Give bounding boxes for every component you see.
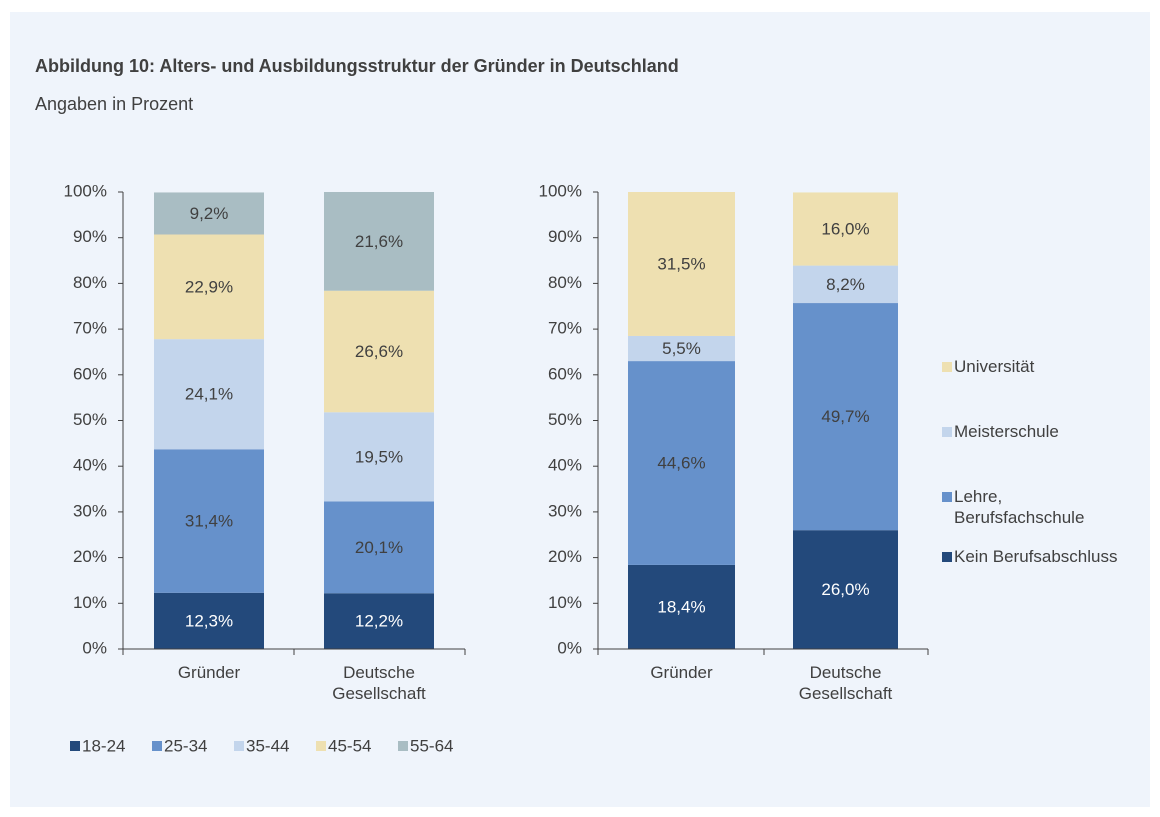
x-tick-label: Gründer <box>650 663 713 682</box>
bar-segment <box>154 234 264 340</box>
y-tick-label: 90% <box>73 227 107 246</box>
y-tick-label: 50% <box>548 410 582 429</box>
data-label: 26,0% <box>821 580 869 599</box>
legend-label: Meisterschule <box>954 422 1059 441</box>
bar-segment <box>324 412 434 502</box>
y-tick-label: 50% <box>73 410 107 429</box>
chart-title: Abbildung 10: Alters- und Ausbildungsstr… <box>35 56 679 76</box>
y-tick-label: 0% <box>557 638 582 657</box>
legend-label: 35-44 <box>246 736 289 755</box>
y-tick-label: 100% <box>64 181 107 200</box>
data-label: 44,6% <box>657 453 705 472</box>
y-tick-label: 80% <box>73 273 107 292</box>
legend-marker <box>152 741 162 751</box>
data-label: 26,6% <box>355 342 403 361</box>
y-tick-label: 10% <box>73 593 107 612</box>
data-label: 24,1% <box>185 385 233 404</box>
data-label: 18,4% <box>657 597 705 616</box>
x-tick-label: Gründer <box>177 663 241 682</box>
y-tick-label: 40% <box>548 456 582 475</box>
y-tick-label: 100% <box>539 181 582 200</box>
legend-label: 55-64 <box>410 736 453 755</box>
bar-segment <box>154 339 264 450</box>
data-label: 5,5% <box>662 339 701 358</box>
data-label: 12,2% <box>355 612 403 631</box>
bar-segment <box>793 192 898 266</box>
bar-segment <box>154 592 264 649</box>
x-tick-label: Deutsche Gesellschaft <box>332 663 426 703</box>
bar-segment <box>324 593 434 649</box>
bar-segment <box>628 192 735 336</box>
bar-segment <box>628 335 735 362</box>
legend-marker <box>234 741 244 751</box>
y-tick-label: 30% <box>73 501 107 520</box>
y-tick-label: 40% <box>73 456 107 475</box>
legend-label: Lehre, Berufsfachschule <box>954 487 1085 527</box>
y-tick-label: 70% <box>73 319 107 338</box>
legend-marker <box>942 552 952 562</box>
bar-segment <box>324 501 434 594</box>
data-label: 12,3% <box>185 611 233 630</box>
x-tick-label: Deutsche Gesellschaft <box>798 663 893 703</box>
legend-label: 45-54 <box>328 736 371 755</box>
data-label: 31,5% <box>657 254 705 273</box>
bar-segment <box>154 449 264 593</box>
y-tick-label: 80% <box>548 273 582 292</box>
y-tick-label: 90% <box>548 227 582 246</box>
legend-marker <box>942 492 952 502</box>
y-tick-label: 60% <box>548 364 582 383</box>
data-label: 8,2% <box>826 275 865 294</box>
legend-label: Kein Berufsabschluss <box>954 547 1118 566</box>
chart-subtitle: Angaben in Prozent <box>35 94 194 114</box>
data-label: 49,7% <box>821 407 869 426</box>
legend-marker <box>942 427 952 437</box>
data-label: 16,0% <box>821 220 869 239</box>
legend-marker <box>398 741 408 751</box>
data-label: 20,1% <box>355 538 403 557</box>
legend-label: Universität <box>954 357 1035 376</box>
bar-segment <box>154 192 264 235</box>
y-tick-label: 20% <box>548 547 582 566</box>
data-label: 19,5% <box>355 447 403 466</box>
bar-segment <box>324 290 434 413</box>
bar-segment <box>793 530 898 649</box>
legend-label: 18-24 <box>82 736 125 755</box>
y-tick-label: 20% <box>73 547 107 566</box>
bar-segment <box>793 303 898 531</box>
bar-segment <box>324 192 434 291</box>
legend-marker <box>70 741 80 751</box>
y-tick-label: 0% <box>82 638 107 657</box>
y-tick-label: 60% <box>73 364 107 383</box>
y-tick-label: 30% <box>548 501 582 520</box>
legend-label: 25-34 <box>164 736 207 755</box>
y-tick-label: 10% <box>548 593 582 612</box>
y-tick-label: 70% <box>548 319 582 338</box>
data-label: 21,6% <box>355 232 403 251</box>
data-label: 9,2% <box>190 204 229 223</box>
bar-segment <box>793 265 898 304</box>
data-label: 22,9% <box>185 277 233 296</box>
data-label: 31,4% <box>185 512 233 531</box>
bar-segment <box>628 564 735 649</box>
bar-segment <box>628 361 735 565</box>
legend-marker <box>942 362 952 372</box>
legend-marker <box>316 741 326 751</box>
